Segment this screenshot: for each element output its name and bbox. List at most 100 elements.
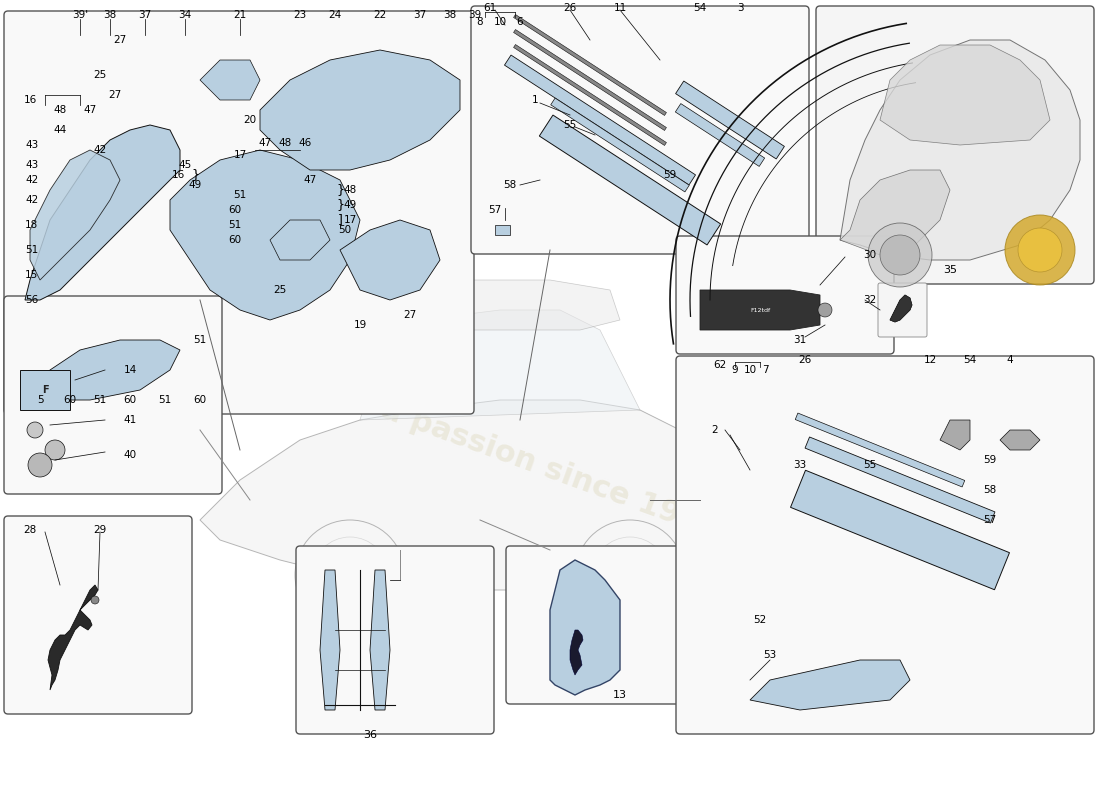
Polygon shape <box>550 560 620 695</box>
Text: 4: 4 <box>1006 355 1013 365</box>
Text: 10: 10 <box>494 17 507 27</box>
FancyBboxPatch shape <box>4 296 222 494</box>
Text: 52: 52 <box>754 615 767 625</box>
Text: 36: 36 <box>363 730 377 740</box>
FancyBboxPatch shape <box>878 283 927 337</box>
Text: 20: 20 <box>243 115 256 125</box>
Text: 14: 14 <box>123 365 136 375</box>
Circle shape <box>868 223 932 287</box>
Text: a passion since 1985: a passion since 1985 <box>376 395 724 545</box>
Text: 24: 24 <box>329 10 342 20</box>
Text: 38: 38 <box>443 10 456 20</box>
Text: 30: 30 <box>864 250 877 260</box>
Circle shape <box>1018 228 1062 272</box>
Text: 27: 27 <box>113 35 127 45</box>
Text: 62: 62 <box>714 360 727 370</box>
Text: 27: 27 <box>404 310 417 320</box>
Text: 43: 43 <box>25 160 39 170</box>
Text: 10: 10 <box>744 365 757 375</box>
Text: 11: 11 <box>614 3 627 13</box>
Polygon shape <box>505 55 695 185</box>
Text: 57: 57 <box>983 515 997 525</box>
Text: 59: 59 <box>983 455 997 465</box>
Polygon shape <box>340 220 440 300</box>
Text: 26: 26 <box>799 355 812 365</box>
Text: 51: 51 <box>233 190 246 200</box>
FancyBboxPatch shape <box>816 6 1094 284</box>
Text: 26: 26 <box>563 3 576 13</box>
Polygon shape <box>200 60 260 100</box>
Text: 45: 45 <box>178 160 191 170</box>
Text: ]: ] <box>338 214 342 226</box>
Text: 47: 47 <box>304 175 317 185</box>
Text: 51: 51 <box>25 245 39 255</box>
Polygon shape <box>20 370 70 410</box>
Text: 17: 17 <box>343 215 356 225</box>
Polygon shape <box>320 570 340 710</box>
Text: 22: 22 <box>373 10 386 20</box>
Text: 39': 39' <box>72 10 88 20</box>
Text: 13: 13 <box>613 690 627 700</box>
Text: 57: 57 <box>488 205 502 215</box>
Text: 8: 8 <box>476 17 483 27</box>
Text: 58: 58 <box>504 180 517 190</box>
Circle shape <box>28 453 52 477</box>
Text: 47: 47 <box>84 105 97 115</box>
Text: 55: 55 <box>864 460 877 470</box>
FancyBboxPatch shape <box>4 516 192 714</box>
FancyBboxPatch shape <box>676 236 894 354</box>
Text: 19: 19 <box>353 320 366 330</box>
Polygon shape <box>48 585 98 690</box>
Text: 34: 34 <box>178 10 191 20</box>
Text: }: } <box>336 198 344 211</box>
Text: 3: 3 <box>737 3 744 13</box>
Text: 54: 54 <box>964 355 977 365</box>
Text: 60: 60 <box>64 395 77 405</box>
Polygon shape <box>30 150 120 280</box>
Text: }: } <box>191 169 199 182</box>
Circle shape <box>1005 215 1075 285</box>
Polygon shape <box>495 225 510 235</box>
Circle shape <box>45 440 65 460</box>
Text: 50: 50 <box>339 225 352 235</box>
Polygon shape <box>570 630 583 675</box>
Text: 41: 41 <box>123 415 136 425</box>
Text: 1: 1 <box>531 95 538 105</box>
Text: F: F <box>42 385 48 395</box>
Polygon shape <box>170 150 360 320</box>
Polygon shape <box>30 340 180 400</box>
Polygon shape <box>675 81 784 159</box>
Text: 33: 33 <box>793 460 806 470</box>
Text: 15: 15 <box>25 270 39 280</box>
Text: 27: 27 <box>109 90 122 100</box>
Text: 23: 23 <box>294 10 307 20</box>
Text: 60: 60 <box>123 395 136 405</box>
Polygon shape <box>840 40 1080 260</box>
Polygon shape <box>805 437 996 523</box>
Text: F12tdf: F12tdf <box>750 307 770 313</box>
Polygon shape <box>880 45 1050 145</box>
Polygon shape <box>514 45 667 146</box>
Polygon shape <box>700 290 820 330</box>
Text: 37: 37 <box>414 10 427 20</box>
Text: 29: 29 <box>94 525 107 535</box>
Text: 42: 42 <box>25 195 39 205</box>
Text: 16: 16 <box>23 95 36 105</box>
Text: 48: 48 <box>343 185 356 195</box>
Polygon shape <box>940 420 970 450</box>
Text: 44: 44 <box>54 125 67 135</box>
Text: 54: 54 <box>693 3 706 13</box>
Polygon shape <box>795 413 965 487</box>
Text: 61: 61 <box>483 3 496 13</box>
Polygon shape <box>514 30 667 130</box>
Text: 51: 51 <box>229 220 242 230</box>
Text: 7: 7 <box>761 365 768 375</box>
Polygon shape <box>360 310 640 420</box>
Polygon shape <box>539 115 720 245</box>
Text: 32: 32 <box>864 295 877 305</box>
Text: 51: 51 <box>158 395 172 405</box>
Text: 25: 25 <box>274 285 287 295</box>
Polygon shape <box>675 103 764 166</box>
Polygon shape <box>890 295 912 322</box>
Text: 48: 48 <box>278 138 292 148</box>
